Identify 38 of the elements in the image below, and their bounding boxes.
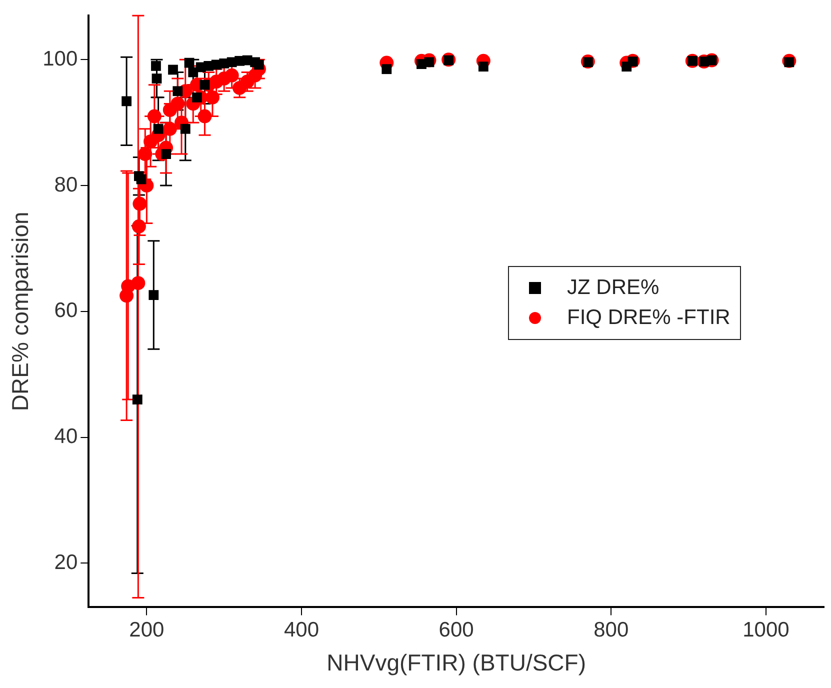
- point: [131, 276, 146, 290]
- point: [136, 174, 146, 184]
- legend-label: FIQ DRE% -FTIR: [567, 305, 730, 332]
- y-tick-label: 20: [54, 550, 78, 574]
- point: [161, 149, 171, 160]
- point: [138, 147, 152, 162]
- point: [147, 109, 162, 124]
- y-tick-label: 80: [54, 173, 78, 196]
- point: [122, 96, 132, 106]
- x-tick-label: 600: [438, 618, 474, 642]
- point: [162, 122, 177, 136]
- x-tick-label: 1000: [742, 618, 790, 642]
- point: [132, 219, 146, 234]
- x-tick-label: 800: [594, 618, 629, 642]
- y-tick-label: 40: [54, 425, 78, 448]
- point: [153, 124, 164, 134]
- point: [168, 64, 178, 75]
- point: [184, 58, 194, 68]
- point: [382, 64, 392, 74]
- legend-label: JZ DRE%: [567, 275, 660, 302]
- point: [151, 61, 161, 71]
- point: [205, 90, 220, 104]
- y-tick-label: 100: [42, 47, 78, 70]
- x-tick-label: 200: [129, 618, 164, 642]
- x-tick-label: 400: [284, 618, 320, 642]
- point: [224, 68, 239, 82]
- point: [152, 74, 162, 84]
- point: [198, 109, 212, 124]
- x-axis-title: NHVvg(FTIR) (BTU/SCF): [326, 650, 586, 676]
- point: [132, 394, 142, 404]
- point: [172, 86, 183, 96]
- y-tick-label: 60: [54, 299, 78, 322]
- point: [478, 62, 488, 72]
- point: [170, 96, 185, 111]
- point: [132, 196, 147, 211]
- point: [148, 290, 159, 300]
- point: [180, 124, 190, 134]
- y-axis-title: DRE% comparision: [7, 212, 34, 412]
